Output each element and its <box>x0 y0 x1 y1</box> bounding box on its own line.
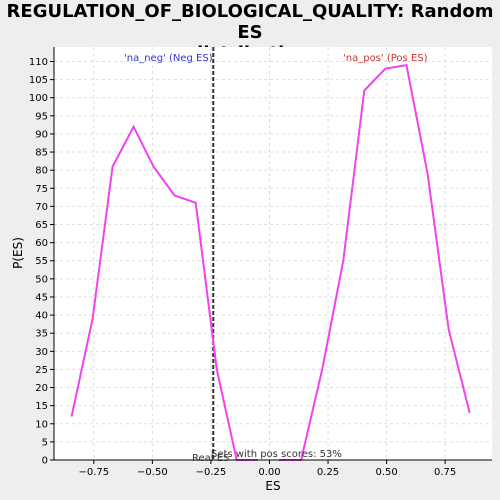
legend-pos: 'na_pos' (Pos ES) <box>343 53 428 64</box>
y-tick-label: 65 <box>35 220 48 231</box>
y-tick-label: 110 <box>29 57 48 68</box>
y-tick-label: 25 <box>35 365 48 376</box>
x-tick-label: −0.75 <box>78 467 109 478</box>
x-tick-label: 0.00 <box>258 467 280 478</box>
y-tick-label: 30 <box>35 347 48 358</box>
y-tick-label: 45 <box>35 292 48 303</box>
x-tick-label: −0.25 <box>196 467 227 478</box>
y-tick-label: 50 <box>35 274 48 285</box>
x-axis-title: ES <box>265 479 280 493</box>
y-tick-label: 60 <box>35 238 48 249</box>
y-tick-label: 10 <box>35 419 48 430</box>
real-es-label: Real ES <box>192 453 229 464</box>
y-tick-label: 35 <box>35 329 48 340</box>
y-tick-label: 40 <box>35 311 48 322</box>
x-tick-label: 0.50 <box>375 467 397 478</box>
y-tick-label: 70 <box>35 202 48 213</box>
axes: 0 5 10 15 20 25 30 35 40 45 50 55 60 65 70 75 80 85 90 95 10… <box>29 47 492 478</box>
y-tick-label: 80 <box>35 166 48 177</box>
y-tick-label: 85 <box>35 148 48 159</box>
x-tick-label: 0.25 <box>317 467 339 478</box>
y-tick-label: 90 <box>35 129 48 140</box>
series-neg-line <box>70 124 258 461</box>
y-tick-label: 95 <box>35 111 48 122</box>
y-tick-label: 100 <box>29 93 48 104</box>
y-tick-label: 20 <box>35 383 48 394</box>
y-tick-label: 55 <box>35 256 48 267</box>
y-tick-label: 0 <box>42 456 48 467</box>
chart-title-line1: REGULATION_OF_BIOLOGICAL_QUALITY: Random… <box>6 1 494 43</box>
series-group <box>70 63 471 461</box>
series-pos-line <box>278 63 471 461</box>
y-tick-label: 5 <box>42 437 48 448</box>
x-tick-label: 0.75 <box>434 467 456 478</box>
y-tick-label: 15 <box>35 401 48 412</box>
x-tick-label: −0.50 <box>137 467 168 478</box>
pos-scores-annotation: Sets with pos scores: 53% <box>211 449 342 460</box>
y-tick-label: 105 <box>29 75 48 86</box>
plot-area <box>54 47 492 460</box>
y-tick-label: 75 <box>35 184 48 195</box>
y-axis-title: P(ES) <box>11 237 25 269</box>
legend-neg: 'na_neg' (Neg ES) <box>124 53 213 64</box>
